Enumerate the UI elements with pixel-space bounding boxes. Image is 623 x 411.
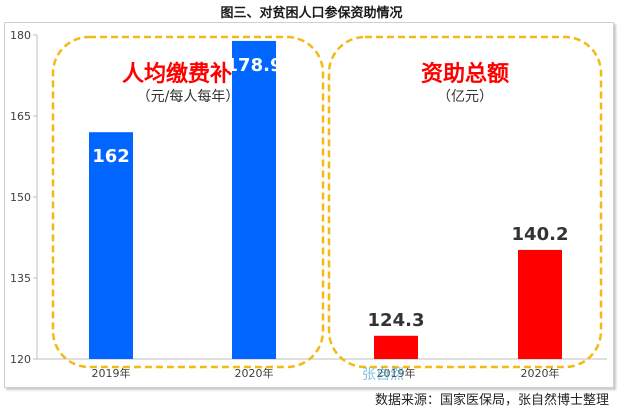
x-tick-label: 2019年 [92, 366, 131, 380]
y-tick-label: 135 [10, 272, 31, 285]
y-tick-label: 150 [10, 191, 31, 204]
watermark-text: 张自然 [362, 366, 404, 383]
bar-value-label: 124.3 [368, 310, 425, 331]
bar-value-label: 178.9 [226, 55, 283, 76]
x-tick-label: 2020年 [235, 366, 274, 380]
bar [518, 249, 562, 359]
group-title: 资助总额 [421, 61, 509, 87]
bar-value-label: 140.2 [512, 224, 569, 245]
group-unit-label: （亿元） [437, 89, 493, 105]
bar [89, 132, 133, 359]
x-tick-label: 2020年 [521, 366, 560, 380]
y-tick-label: 165 [10, 110, 31, 123]
y-tick-label: 120 [10, 353, 31, 366]
group-unit-label: （元/每人每年） [137, 89, 240, 105]
chart-frame: 120 135 150 165 180 人均缴费补贴 （元/每人每年） 162 2019年 178… [4, 22, 614, 388]
bar-value-label: 162 [92, 146, 130, 167]
y-tick-label: 180 [10, 29, 31, 42]
callout-box [327, 35, 603, 369]
bar [374, 335, 418, 359]
x-tick-label: 2019年 [377, 366, 416, 380]
data-source-note: 数据来源：国家医保局，张自然博士整理 [374, 393, 609, 408]
bar [232, 40, 276, 359]
chart-title: 图三、对贫困人口参保资助情况 [220, 6, 403, 21]
callout-box [51, 35, 325, 369]
bar-chart: 120135150165180人均缴费补贴（元/每人每年）1622019年178… [10, 29, 607, 383]
